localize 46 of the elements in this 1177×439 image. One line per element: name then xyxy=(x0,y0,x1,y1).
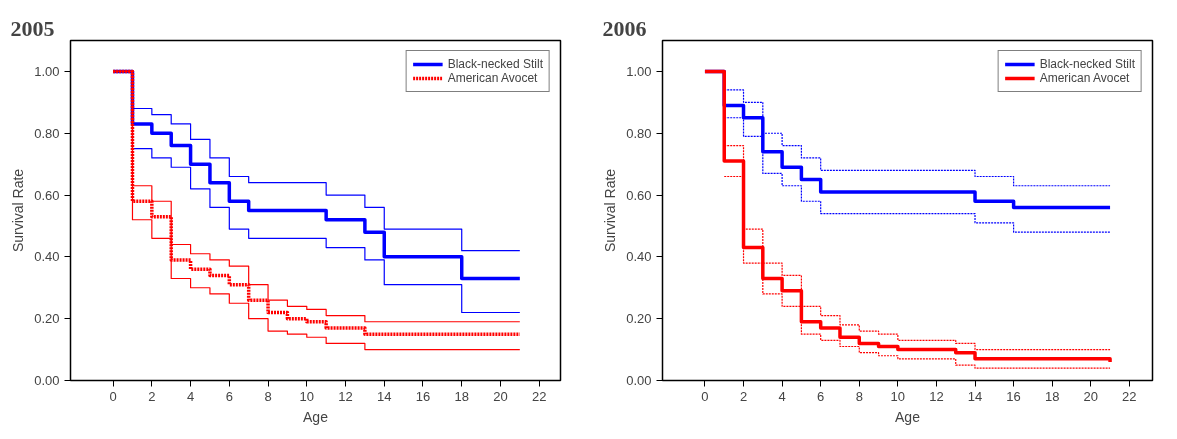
x-tick-label: 18 xyxy=(454,388,469,404)
y-tick-label: 0.40 xyxy=(626,249,652,265)
x-tick-label: 6 xyxy=(225,388,233,404)
chart-title: 2006 xyxy=(602,15,647,41)
x-tick-label: 22 xyxy=(1122,388,1137,404)
y-tick-label: 0.60 xyxy=(34,187,60,203)
x-tick-label: 6 xyxy=(817,388,825,404)
x-tick-label: 22 xyxy=(531,388,547,404)
y-tick-label: 0.80 xyxy=(34,125,60,141)
x-tick-label: 8 xyxy=(855,388,863,404)
x-tick-label: 14 xyxy=(377,388,392,404)
x-tick-label: 4 xyxy=(778,388,786,404)
x-tick-label: 0 xyxy=(109,388,117,404)
x-tick-label: 16 xyxy=(1006,388,1021,404)
x-tick-label: 0 xyxy=(701,388,709,404)
x-tick-label: 16 xyxy=(415,388,431,404)
x-tick-label: 20 xyxy=(1083,388,1099,404)
y-tick-label: 0.40 xyxy=(34,249,60,265)
x-tick-label: 10 xyxy=(890,388,906,404)
legend-label: American Avocet xyxy=(1039,71,1130,85)
x-axis-title: Age xyxy=(303,408,329,425)
y-axis-title: Survival Rate xyxy=(10,168,27,253)
x-tick-label: 18 xyxy=(1044,388,1060,404)
y-tick-label: 0.20 xyxy=(626,311,652,327)
x-tick-label: 12 xyxy=(929,388,944,404)
y-tick-label: 1.00 xyxy=(626,63,652,79)
x-tick-label: 8 xyxy=(264,388,272,404)
x-tick-label: 20 xyxy=(493,388,508,404)
x-tick-label: 12 xyxy=(338,388,353,404)
x-axis-title: Age xyxy=(895,408,921,425)
legend-label: Black-necked Stilt xyxy=(1039,57,1135,71)
legend-label: Black-necked Stilt xyxy=(447,57,543,71)
x-tick-label: 4 xyxy=(186,388,195,404)
y-axis-title: Survival Rate xyxy=(602,168,619,253)
x-tick-label: 2 xyxy=(148,388,156,404)
x-tick-label: 2 xyxy=(739,388,748,404)
y-tick-label: 0.00 xyxy=(626,373,652,388)
y-tick-label: 0.80 xyxy=(626,125,652,141)
y-tick-label: 0.00 xyxy=(34,373,60,388)
legend-label: American Avocet xyxy=(447,71,538,85)
y-tick-label: 1.00 xyxy=(34,63,60,79)
x-tick-label: 14 xyxy=(967,388,983,404)
x-tick-label: 10 xyxy=(299,388,315,404)
chart-title: 2005 xyxy=(10,15,55,41)
y-tick-label: 0.20 xyxy=(34,311,60,327)
y-tick-label: 0.60 xyxy=(626,187,652,203)
